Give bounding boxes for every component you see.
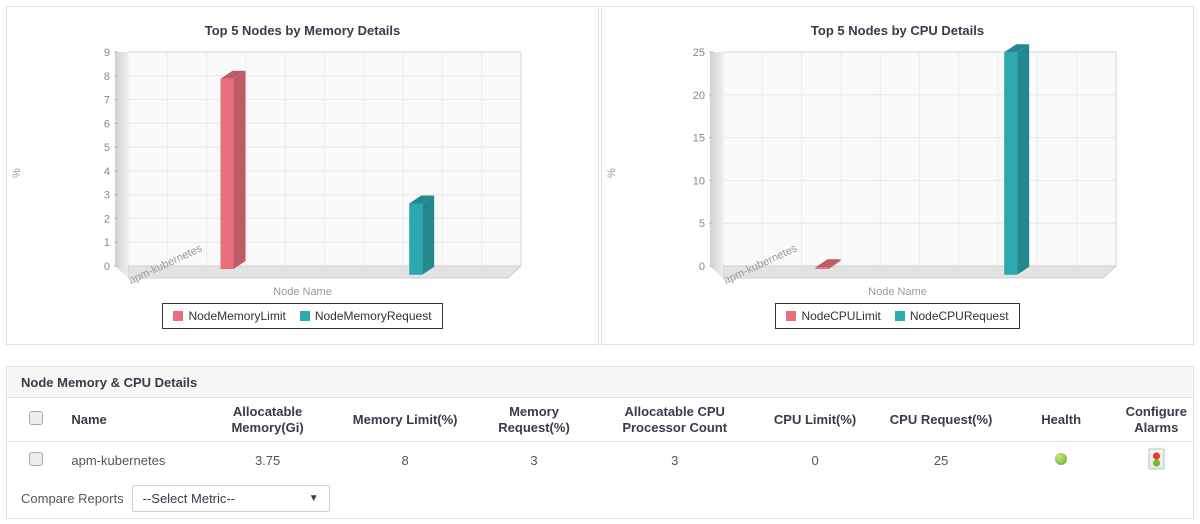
svg-text:1: 1 xyxy=(104,237,110,249)
svg-text:0: 0 xyxy=(699,261,705,273)
svg-text:9: 9 xyxy=(104,47,110,59)
svg-text:20: 20 xyxy=(693,90,705,102)
svg-text:25: 25 xyxy=(693,47,705,59)
svg-text:3: 3 xyxy=(104,190,110,202)
svg-text:15: 15 xyxy=(693,133,705,145)
svg-text:8: 8 xyxy=(104,71,110,83)
svg-text:6: 6 xyxy=(104,118,110,130)
svg-text:0: 0 xyxy=(104,261,110,273)
svg-text:5: 5 xyxy=(699,218,705,230)
svg-text:5: 5 xyxy=(104,142,110,154)
svg-text:4: 4 xyxy=(104,166,110,178)
svg-text:10: 10 xyxy=(693,175,705,187)
svg-text:2: 2 xyxy=(104,213,110,225)
svg-text:7: 7 xyxy=(104,95,110,107)
